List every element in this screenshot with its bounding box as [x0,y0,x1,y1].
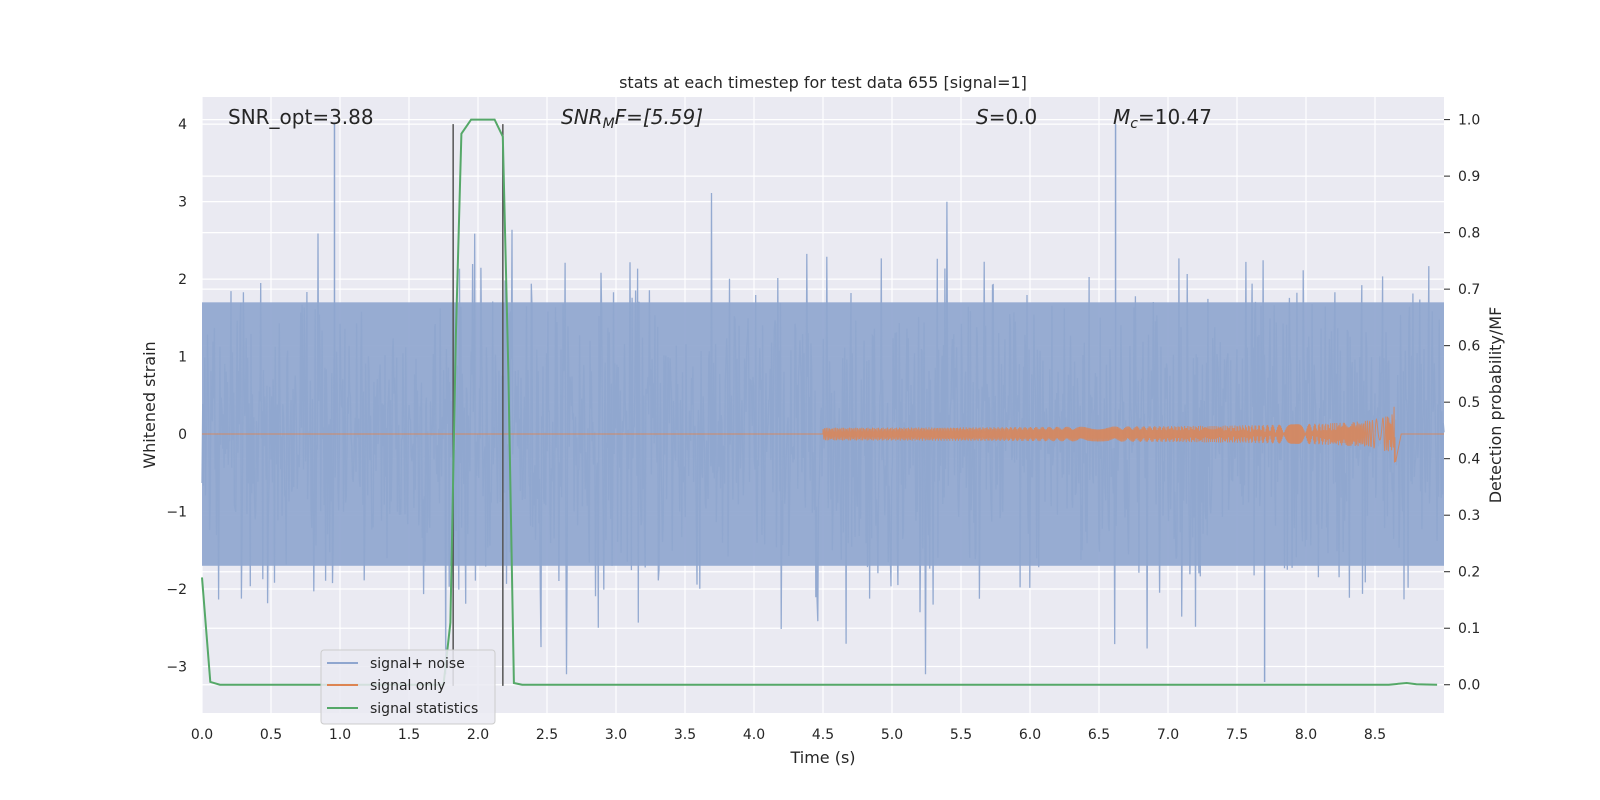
snr-mf-prefix: SNR [561,105,603,129]
x-tick-label-11: 5.5 [950,727,972,743]
y-right-tick-label-3: 0.3 [1458,508,1480,524]
x-tick-label-1: 0.5 [260,727,282,743]
annotation-s: S=0.0 [976,105,1037,129]
chart-title: stats at each timestep for test data 655… [619,73,1027,92]
x-tick-label-13: 6.5 [1088,727,1110,743]
annotation-snr-opt: SNR_opt=3.88 [228,105,374,129]
y-left-tick-label-4: 1 [178,350,187,366]
legend-label-statistics: signal statistics [370,701,478,717]
y-right-tick-label-4: 0.4 [1458,452,1480,468]
legend: signal+ noise signal only signal statist… [320,649,496,725]
x-tick-label-6: 3.0 [605,727,627,743]
y-right-tick-label-7: 0.7 [1458,282,1480,298]
snr-mf-suffix: F=[5.59] [615,105,703,129]
y-right-tick-label-2: 0.2 [1458,565,1480,581]
y-right-tick-label-0: 0.0 [1458,678,1480,694]
x-tick-label-12: 6.0 [1019,727,1041,743]
noise-line [201,192,1445,675]
x-axis-label: Time (s) [789,748,855,767]
y-axis-left-ticks: −3 −2 −1 0 1 2 3 4 [166,117,187,675]
x-tick-label-5: 2.5 [536,727,558,743]
y-right-tick-label-10: 1.0 [1458,113,1480,129]
y-right-tick-label-6: 0.6 [1458,339,1480,355]
signal-only-series [202,406,1444,463]
signal-only-line [202,406,1444,463]
x-tick-label-15: 7.5 [1226,727,1248,743]
x-tick-label-2: 1.0 [329,727,351,743]
x-tick-label-16: 8.0 [1295,727,1317,743]
x-tick-label-0: 0.0 [191,727,213,743]
s-val: =0.0 [989,105,1038,129]
vertical-markers [452,124,504,686]
y-left-tick-label-5: 2 [178,272,187,288]
x-tick-label-10: 5.0 [881,727,903,743]
y-left-tick-label-7: 4 [178,117,187,133]
y-axis-right-ticks: 0.0 0.1 0.2 0.3 0.4 0.5 0.6 0.7 0.8 0.9 1.0 [1444,113,1480,694]
y-left-tick-label-2: −1 [166,505,187,521]
x-tick-label-17: 8.5 [1364,727,1386,743]
annotation-mc: Mc=10.47 [1113,105,1212,132]
y-right-tick-label-8: 0.8 [1458,226,1480,242]
legend-box [320,649,496,725]
x-tick-label-14: 7.0 [1157,727,1179,743]
mc-val: =10.47 [1138,105,1212,129]
x-tick-label-4: 2.0 [467,727,489,743]
snr-mf-sub: M [603,116,615,132]
legend-label-signal-only: signal only [370,678,445,694]
x-tick-label-3: 1.5 [398,727,420,743]
mc-var: M [1113,105,1130,129]
y-axis-left-label: Whitened strain [140,341,159,468]
annotation-snr-mf: SNRMF=[5.59] [561,105,703,132]
y-axis-right-label: Detection probability/MF [1486,307,1505,504]
y-right-tick-label-9: 0.9 [1458,169,1480,185]
y-left-tick-label-0: −3 [166,660,187,676]
y-right-tick-label-5: 0.5 [1458,395,1480,411]
x-tick-label-8: 4.0 [743,727,765,743]
y-right-tick-label-1: 0.1 [1458,621,1480,637]
mc-sub: c [1130,116,1138,132]
y-left-tick-label-1: −2 [166,582,187,598]
y-left-tick-label-3: 0 [178,427,187,443]
x-axis-ticks: 0.0 0.5 1.0 1.5 2.0 2.5 3.0 3.5 4.0 4.5 5.0 5.5 6.0 6… [191,727,1386,743]
x-tick-label-7: 3.5 [674,727,696,743]
x-tick-label-9: 4.5 [812,727,834,743]
s-var: S [976,105,989,129]
y-left-tick-label-6: 3 [178,195,187,211]
legend-label-noise: signal+ noise [370,656,465,672]
